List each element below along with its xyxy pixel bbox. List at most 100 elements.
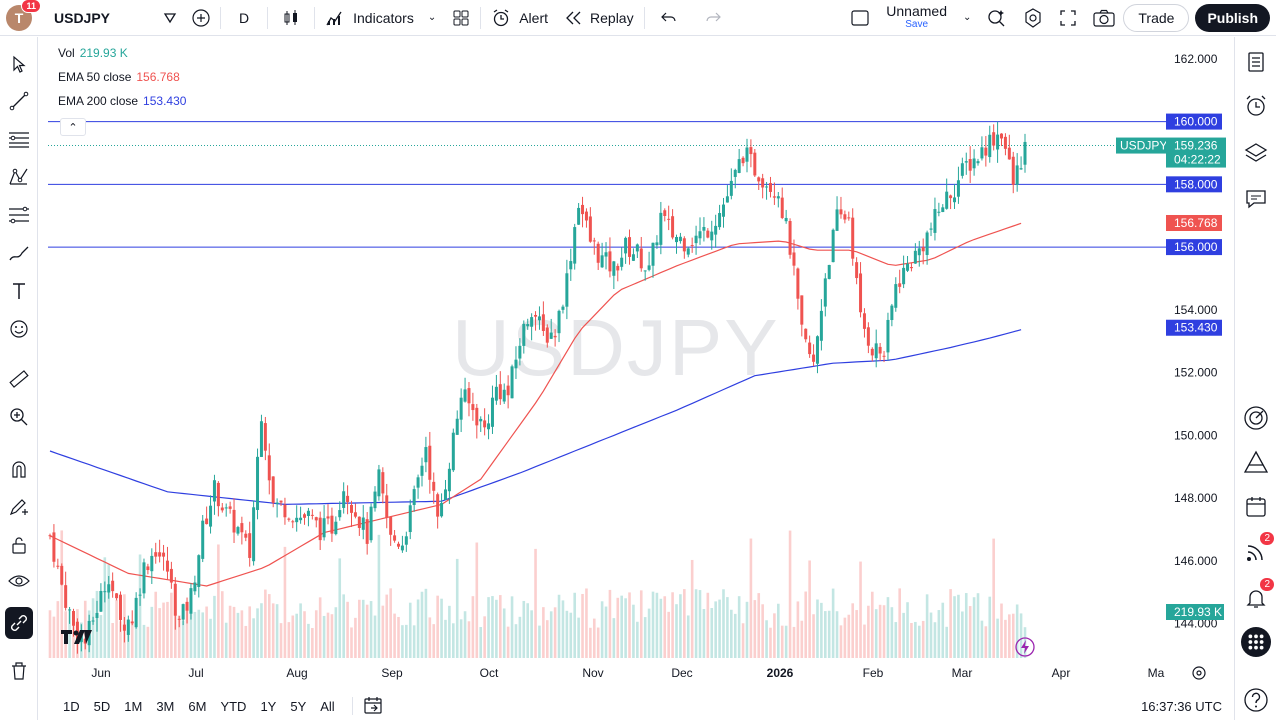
chevron-down-icon[interactable]: ⌄ — [962, 12, 972, 23]
range-1d[interactable]: 1D — [63, 698, 80, 714]
ema50-legend[interactable]: EMA 50 close 156.768 — [58, 70, 180, 84]
layers-icon[interactable] — [1241, 138, 1271, 168]
candle-body — [718, 213, 722, 228]
layout-checkbox[interactable] — [842, 0, 878, 36]
volume-bar — [647, 608, 651, 658]
link-icon[interactable] — [5, 607, 33, 639]
candle-body — [275, 502, 279, 505]
range-5y[interactable]: 5Y — [290, 698, 307, 714]
target-idea-icon[interactable] — [1241, 403, 1271, 433]
volume-bar — [698, 590, 702, 658]
lightning-event-icon[interactable] — [1014, 636, 1036, 661]
volume-bar — [170, 592, 173, 658]
ruler-measure-icon[interactable] — [5, 365, 33, 393]
lock-icon[interactable] — [5, 531, 33, 559]
calendar-icon[interactable] — [1241, 492, 1271, 522]
user-avatar[interactable]: T 11 — [6, 0, 41, 31]
horizontal-lines-icon[interactable] — [5, 125, 33, 153]
trend-line-icon[interactable] — [5, 87, 33, 115]
candle-body — [201, 520, 205, 559]
time-tick-label: Nov — [582, 666, 603, 680]
pattern-tool-icon[interactable] — [5, 163, 33, 191]
replay-button[interactable]: Replay — [556, 0, 642, 36]
tradingview-logo-icon[interactable] — [60, 628, 94, 651]
volume-bar — [361, 599, 365, 658]
candle-body — [1015, 165, 1019, 185]
candle-body — [400, 545, 404, 551]
templates-icon[interactable] — [444, 0, 478, 36]
emoji-smiley-icon[interactable] — [5, 315, 33, 343]
undo-icon[interactable] — [647, 0, 691, 36]
candle-body — [310, 514, 314, 516]
candle-body — [126, 619, 130, 635]
text-tool-icon[interactable] — [5, 277, 33, 305]
redo-icon[interactable] — [691, 0, 735, 36]
publish-button[interactable]: Publish — [1195, 3, 1270, 32]
time-axis-settings-icon[interactable] — [1190, 664, 1208, 685]
apps-grid-icon[interactable] — [1241, 627, 1271, 657]
chevron-up-icon[interactable]: ⌃ — [60, 118, 86, 136]
symbol-search[interactable]: USDJPY — [54, 9, 111, 26]
candle-body — [698, 231, 702, 239]
range-1m[interactable]: 1M — [124, 698, 143, 714]
keep-drawing-icon[interactable] — [5, 493, 33, 521]
interval-button[interactable]: D — [239, 9, 250, 26]
range-6m[interactable]: 6M — [188, 698, 207, 714]
candle-body — [424, 447, 428, 463]
volume-bar — [311, 627, 314, 658]
compare-add-icon[interactable] — [184, 0, 218, 36]
notifications-bell-icon[interactable]: 2 — [1241, 577, 1275, 613]
camera-snapshot-icon[interactable] — [1085, 0, 1123, 36]
volume-bar — [256, 608, 259, 658]
trade-button[interactable]: Trade — [1123, 3, 1190, 32]
indicators-button[interactable]: Indicators ⌄ — [317, 0, 444, 36]
candle-body — [714, 225, 718, 235]
candle-body — [330, 515, 334, 534]
cursor-icon[interactable] — [5, 50, 33, 78]
range-5d[interactable]: 5D — [93, 698, 111, 714]
volume-bar — [788, 530, 792, 658]
streams-broadcast-icon[interactable]: 2 — [1241, 531, 1275, 567]
symbol-options-icon[interactable] — [156, 0, 184, 36]
brush-icon[interactable] — [5, 239, 33, 267]
zoom-in-icon[interactable] — [5, 403, 33, 431]
chat-icon[interactable] — [1241, 184, 1271, 214]
candle-body — [475, 407, 479, 426]
layout-name-button[interactable]: Unnamed Save — [886, 2, 947, 30]
volume-bar — [718, 599, 721, 658]
volume-bar — [330, 614, 334, 658]
volume-legend[interactable]: Vol 219.93 K — [58, 46, 128, 60]
time-tick-label: 2026 — [767, 666, 794, 680]
go-to-date-calendar-icon[interactable] — [363, 696, 383, 717]
alert-button[interactable]: Alert — [483, 0, 556, 36]
volume-bar — [213, 595, 216, 658]
volume-bar — [726, 597, 729, 658]
range-1y[interactable]: 1Y — [260, 698, 277, 714]
time-tick-label: Sep — [381, 666, 403, 680]
settings-gear-icon[interactable] — [1015, 0, 1051, 36]
trash-icon[interactable] — [5, 657, 33, 685]
volume-bar — [197, 609, 201, 658]
volume-bar — [972, 597, 976, 658]
help-icon[interactable] — [1241, 685, 1271, 715]
fib-retracement-icon[interactable] — [5, 201, 33, 229]
watchlist-icon[interactable] — [1241, 47, 1271, 77]
fullscreen-icon[interactable] — [1051, 0, 1085, 36]
candle-body — [898, 283, 902, 287]
candles-style-icon[interactable] — [270, 0, 312, 36]
candle-body — [792, 252, 796, 266]
magnet-icon[interactable] — [5, 455, 33, 483]
quick-search-icon[interactable] — [979, 0, 1015, 36]
volume-bar — [228, 605, 232, 658]
range-all[interactable]: All — [320, 698, 335, 714]
signals-pyramid-icon[interactable] — [1241, 447, 1271, 477]
volume-bar — [855, 610, 858, 658]
alerts-clock-icon[interactable] — [1241, 91, 1271, 121]
ema200-legend[interactable]: EMA 200 close 153.430 — [58, 94, 187, 108]
symbol-tag-bg — [1116, 137, 1166, 154]
utc-clock[interactable]: 16:37:36 UTC — [1141, 698, 1222, 714]
range-ytd[interactable]: YTD — [220, 698, 247, 714]
candle-body — [52, 532, 56, 562]
range-3m[interactable]: 3M — [156, 698, 175, 714]
eye-visibility-icon[interactable] — [5, 567, 33, 595]
